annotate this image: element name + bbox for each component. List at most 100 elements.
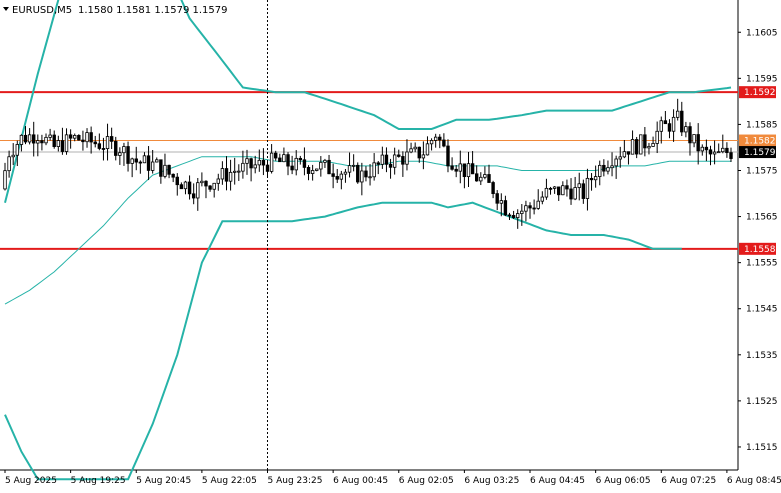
candle[interactable]: [204, 180, 208, 199]
candle[interactable]: [479, 172, 483, 186]
candle[interactable]: [544, 178, 549, 200]
candle[interactable]: [360, 162, 364, 196]
candle[interactable]: [417, 146, 421, 163]
candle[interactable]: [388, 158, 393, 179]
candle[interactable]: [520, 204, 524, 226]
candle[interactable]: [528, 202, 532, 219]
candle[interactable]: [327, 154, 331, 175]
candle[interactable]: [85, 128, 89, 148]
candle[interactable]: [126, 141, 130, 172]
candle[interactable]: [81, 130, 85, 151]
candle[interactable]: [626, 151, 631, 165]
candle[interactable]: [36, 134, 40, 157]
candle[interactable]: [384, 147, 389, 173]
candle[interactable]: [220, 161, 225, 185]
candle[interactable]: [40, 134, 44, 151]
candle[interactable]: [105, 123, 110, 161]
candle[interactable]: [89, 126, 93, 154]
candle[interactable]: [651, 136, 655, 147]
candle[interactable]: [614, 155, 618, 179]
candle[interactable]: [97, 133, 102, 151]
candle[interactable]: [573, 176, 577, 201]
candle[interactable]: [704, 139, 709, 162]
candle[interactable]: [212, 182, 216, 198]
candle[interactable]: [224, 156, 229, 191]
candle[interactable]: [118, 147, 122, 165]
candle[interactable]: [294, 150, 298, 176]
candle[interactable]: [343, 168, 348, 183]
candle[interactable]: [491, 180, 495, 199]
candle[interactable]: [643, 126, 647, 157]
candle[interactable]: [495, 190, 499, 211]
candle[interactable]: [356, 162, 360, 184]
candle[interactable]: [450, 157, 454, 171]
candle[interactable]: [667, 119, 672, 139]
candle[interactable]: [565, 179, 569, 197]
candle[interactable]: [392, 147, 397, 175]
candle[interactable]: [589, 173, 594, 191]
candle[interactable]: [454, 165, 458, 178]
candle[interactable]: [269, 144, 274, 174]
candle[interactable]: [503, 195, 508, 217]
candle[interactable]: [721, 134, 725, 154]
candle[interactable]: [232, 157, 237, 185]
candle[interactable]: [692, 134, 696, 148]
candle[interactable]: [532, 199, 536, 215]
candle[interactable]: [630, 130, 635, 155]
candle[interactable]: [557, 186, 561, 201]
candle[interactable]: [319, 156, 323, 177]
candle[interactable]: [11, 143, 15, 165]
candle[interactable]: [602, 159, 606, 177]
candle[interactable]: [680, 101, 684, 137]
candle[interactable]: [302, 147, 307, 176]
candle[interactable]: [507, 212, 512, 221]
candle[interactable]: [196, 178, 200, 211]
candle[interactable]: [634, 136, 639, 159]
candle[interactable]: [208, 185, 212, 192]
candle[interactable]: [163, 153, 167, 179]
candle[interactable]: [15, 140, 20, 167]
candle[interactable]: [524, 200, 528, 222]
candle[interactable]: [286, 152, 290, 176]
candle[interactable]: [725, 142, 729, 158]
candle[interactable]: [413, 142, 417, 153]
candle[interactable]: [696, 123, 700, 165]
candle[interactable]: [474, 165, 479, 182]
candle[interactable]: [688, 122, 692, 156]
candle[interactable]: [60, 127, 65, 155]
candle[interactable]: [306, 165, 311, 181]
candle[interactable]: [429, 138, 434, 151]
candle[interactable]: [310, 164, 315, 181]
candle[interactable]: [593, 165, 598, 188]
candle[interactable]: [3, 162, 7, 191]
candle[interactable]: [323, 158, 327, 168]
candle[interactable]: [622, 140, 627, 159]
candle[interactable]: [68, 129, 73, 149]
candle[interactable]: [511, 210, 516, 219]
candle[interactable]: [659, 116, 663, 144]
candle[interactable]: [466, 151, 471, 188]
candle[interactable]: [647, 142, 651, 155]
candle[interactable]: [606, 160, 610, 175]
candle[interactable]: [585, 168, 590, 211]
candle[interactable]: [700, 144, 704, 156]
candle[interactable]: [130, 157, 134, 178]
candle[interactable]: [372, 153, 376, 181]
candle[interactable]: [64, 128, 69, 155]
candle[interactable]: [32, 121, 36, 157]
candle[interactable]: [159, 159, 163, 184]
candle[interactable]: [470, 151, 475, 175]
candle[interactable]: [351, 154, 356, 172]
candle[interactable]: [257, 149, 262, 172]
candle[interactable]: [376, 161, 380, 175]
candle[interactable]: [536, 189, 540, 210]
candle[interactable]: [561, 181, 565, 196]
candle[interactable]: [598, 160, 602, 186]
candle[interactable]: [380, 146, 385, 169]
candle[interactable]: [249, 157, 253, 182]
candle[interactable]: [499, 193, 504, 217]
candle[interactable]: [483, 166, 487, 180]
candle[interactable]: [73, 133, 77, 142]
candle[interactable]: [716, 143, 721, 154]
